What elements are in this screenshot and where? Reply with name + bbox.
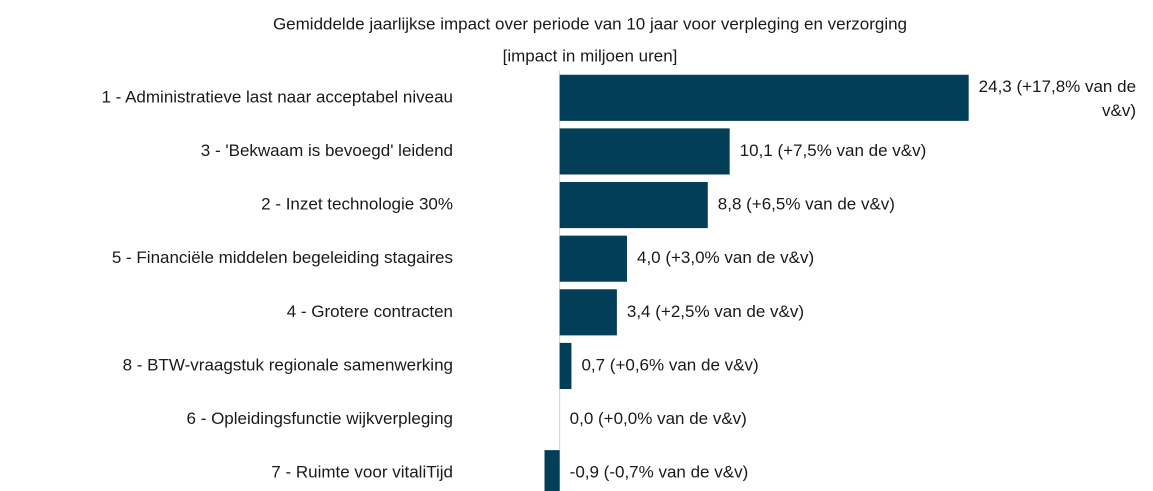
category-label: 6 - Opleidingsfunctie wijkverpleging	[187, 409, 453, 428]
chart-subtitle: [impact in miljoen uren]	[503, 46, 678, 65]
value-label: -0,9 (-0,7% van de v&v)	[570, 463, 749, 482]
chart-title: Gemiddelde jaarlijkse impact over period…	[273, 14, 907, 33]
category-label: 2 - Inzet technologie 30%	[261, 195, 453, 214]
bar	[544, 450, 560, 491]
value-label: 3,4 (+2,5% van de v&v)	[627, 302, 804, 321]
bar	[559, 235, 627, 282]
bar	[559, 289, 617, 336]
value-label: 24,3 (+17,8% van de v&v)	[979, 77, 1136, 120]
value-label: 0,7 (+0,6% van de v&v)	[581, 355, 758, 374]
value-label: 4,0 (+3,0% van de v&v)	[637, 248, 814, 267]
category-label: 8 - BTW-vraagstuk regionale samenwerking	[123, 355, 453, 374]
value-label: 8,8 (+6,5% van de v&v)	[718, 195, 895, 214]
category-label: 4 - Grotere contracten	[287, 302, 453, 321]
category-label: 5 - Financiële middelen begeleiding stag…	[112, 248, 453, 267]
value-label: 0,0 (+0,0% van de v&v)	[570, 409, 747, 428]
category-label: 1 - Administratieve last naar acceptabel…	[101, 87, 453, 106]
value-label: 10,1 (+7,5% van de v&v)	[740, 141, 927, 160]
bar	[559, 182, 708, 229]
bar	[559, 342, 572, 389]
bar	[559, 74, 969, 121]
category-label: 7 - Ruimte voor vitaliTijd	[271, 463, 453, 482]
category-label: 3 - 'Bekwaam is bevoegd' leidend	[201, 141, 453, 160]
bar	[559, 128, 730, 175]
